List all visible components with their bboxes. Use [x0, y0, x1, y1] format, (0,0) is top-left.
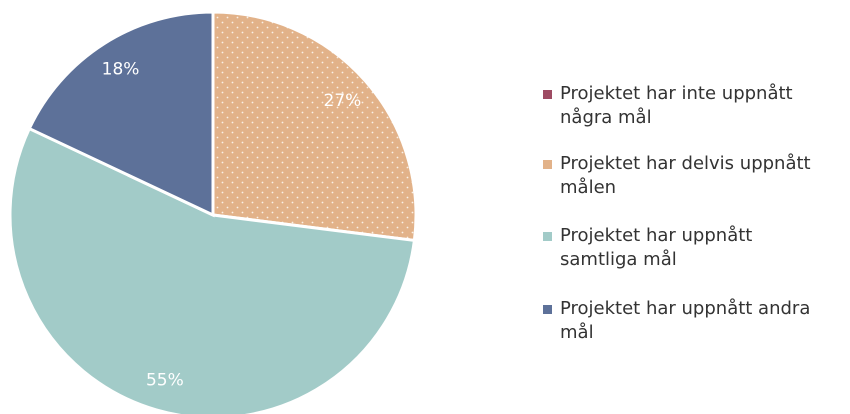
legend-label: Projektet har delvis uppnått målen [560, 153, 811, 198]
data-label: 55% [146, 371, 184, 391]
legend-item: Projektet har uppnått samtliga mål [543, 224, 843, 272]
legend-label: Projektet har inte uppnått några mål [560, 83, 793, 128]
legend-label: Projektet har uppnått andra mål [560, 298, 811, 343]
data-label: 27% [324, 91, 362, 111]
pie-slice [27, 10, 215, 218]
legend-swatch [543, 160, 552, 169]
legend-item: Projektet har uppnått andra mål [543, 297, 843, 345]
legend-swatch [543, 232, 552, 241]
pie-slice [211, 10, 418, 243]
legend-swatch [543, 90, 552, 99]
legend-item: Projektet har delvis uppnått målen [543, 152, 843, 200]
data-label: 18% [102, 59, 140, 79]
legend-label: Projektet har uppnått samtliga mål [560, 225, 753, 270]
pie-slice [8, 126, 417, 414]
legend-swatch [543, 305, 552, 314]
legend-item: Projektet har inte uppnått några mål [543, 82, 843, 130]
